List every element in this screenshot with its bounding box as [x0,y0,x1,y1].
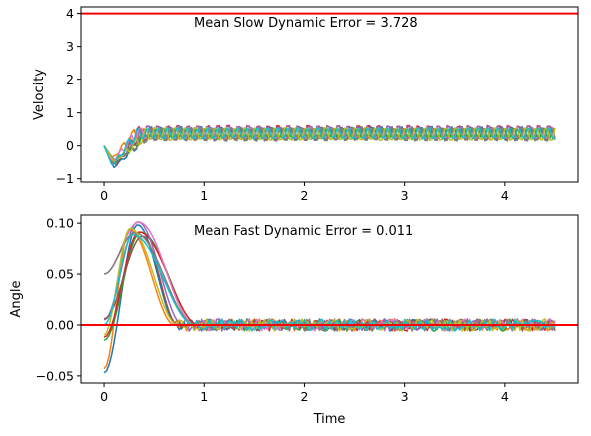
x-tick-label: 1 [200,389,208,404]
velocity-series-line-3 [103,127,556,164]
y-tick-label: 0.00 [46,317,74,332]
angle-y-axis-label: Angle [9,281,24,318]
angle-annotation: Mean Fast Dynamic Error = 0.011 [194,224,413,239]
velocity-series-line-5 [103,125,556,162]
y-tick-label: 4 [66,6,74,21]
x-tick-label: 0 [100,188,108,203]
velocity-annotation: Mean Slow Dynamic Error = 3.728 [194,16,418,31]
x-tick-label: 4 [501,389,509,404]
velocity-series-line-10 [103,127,556,165]
angle-series-line-9 [103,227,556,336]
angle-panel: 0 1 2 3 4 −0.05 0.00 0.05 0.10 Mean Fast Dynamic… [9,214,579,427]
angle-axes-frame [80,214,579,384]
y-tick-label: 1 [66,105,74,120]
y-tick-label: 3 [66,39,74,54]
x-tick-label: 3 [401,188,409,203]
y-tick-label: 0 [66,138,74,153]
velocity-series-group [103,124,556,169]
angle-series-line-10 [103,233,556,332]
velocity-panel: 0 1 2 3 4 −1 0 1 2 3 4 Mean Slow Dynamic Error = 3… [32,6,579,203]
angle-x-axis-label: Time [313,412,346,427]
angle-ticks: 0 1 2 3 4 −0.05 0.00 0.05 0.10 [36,216,509,404]
x-tick-label: 0 [100,389,108,404]
x-tick-label: 3 [401,389,409,404]
y-tick-label: 0.05 [46,267,74,282]
x-tick-label: 2 [300,188,308,203]
velocity-y-axis-label: Velocity [32,69,47,120]
velocity-series-line-9 [103,126,556,163]
angle-series-line-2 [103,228,556,370]
velocity-ticks: 0 1 2 3 4 −1 0 1 2 3 4 [56,6,509,203]
y-tick-label: −0.05 [36,368,74,383]
x-tick-label: 4 [501,188,509,203]
x-tick-label: 1 [200,188,208,203]
x-tick-label: 2 [300,389,308,404]
angle-series-line-1 [103,224,556,374]
velocity-axes-frame [80,6,579,183]
angle-series-group [103,221,556,374]
y-tick-label: 2 [66,72,74,87]
y-tick-label: −1 [56,171,74,186]
y-tick-label: 0.10 [46,216,74,231]
